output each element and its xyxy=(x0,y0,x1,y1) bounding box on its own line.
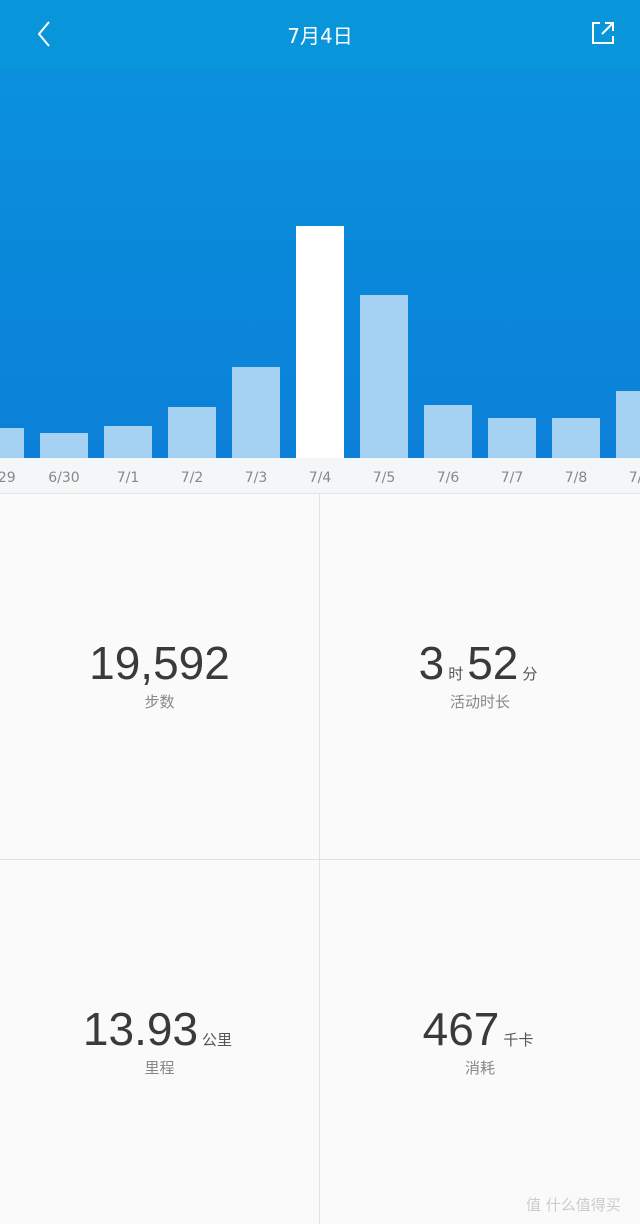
bar-7/8[interactable] xyxy=(552,417,600,458)
x-tick-label[interactable]: 7/3 xyxy=(244,470,268,486)
hours-value: 3 xyxy=(418,637,445,689)
hours-unit: 时 xyxy=(448,666,464,683)
distance-unit: 公里 xyxy=(202,1032,233,1049)
page-title: 7月4日 xyxy=(287,24,353,48)
x-tick-label[interactable]: 7/7 xyxy=(500,470,524,486)
x-tick-label[interactable]: 7/9 xyxy=(628,470,640,486)
bar-7/2[interactable] xyxy=(168,406,216,458)
distance-value: 13.93 xyxy=(82,1003,199,1055)
x-tick-label[interactable]: 6/30 xyxy=(48,470,80,486)
bar-6/29[interactable] xyxy=(0,428,24,458)
x-tick-label[interactable]: 7/8 xyxy=(564,470,588,486)
steps-label: 步数 xyxy=(144,693,175,711)
bar-7/5[interactable] xyxy=(360,295,408,458)
minutes-value: 52 xyxy=(467,637,519,689)
distance-card: 13.93 公里 里程 xyxy=(0,860,320,1224)
calories-label: 消耗 xyxy=(464,1059,495,1077)
bar-7/1[interactable] xyxy=(104,426,152,458)
chevron-left-icon[interactable] xyxy=(30,18,60,50)
x-axis: 6/29 6/30 7/1 7/2 7/3 7/4 7/5 7/6 7/7 7/8 7/9 xyxy=(0,458,640,494)
x-tick-label[interactable]: 7/5 xyxy=(372,470,396,486)
bar-7/9[interactable] xyxy=(616,390,640,458)
x-tick-label[interactable]: 7/4 xyxy=(308,470,332,486)
bar-6/30[interactable] xyxy=(40,433,88,458)
bar-7/3[interactable] xyxy=(232,366,280,458)
x-tick-label[interactable]: 7/2 xyxy=(180,470,204,486)
x-tick-label[interactable]: 6/29 xyxy=(0,470,16,486)
calories-unit: 千卡 xyxy=(503,1032,534,1049)
active-time-card: 3 时52 分 活动时长 xyxy=(320,494,640,860)
calories-card: 467 千卡 消耗 xyxy=(320,860,640,1224)
bar-7/6[interactable] xyxy=(424,404,472,458)
minutes-unit: 分 xyxy=(522,666,538,683)
x-tick-label[interactable]: 7/6 xyxy=(436,470,460,486)
active-time-label: 活动时长 xyxy=(449,693,510,711)
bar-7/4[interactable] xyxy=(296,226,344,458)
bar-7/7[interactable] xyxy=(488,417,536,458)
share-icon[interactable] xyxy=(588,18,618,48)
x-tick-label[interactable]: 7/1 xyxy=(116,470,140,486)
watermark: 值 什么值得买 xyxy=(526,1196,621,1214)
steps-card: 19,592 步数 xyxy=(0,494,320,860)
steps-value: 19,592 xyxy=(89,637,230,689)
nav-bar: 7月4日 xyxy=(0,0,640,70)
steps-bar-chart xyxy=(0,70,640,458)
distance-label: 里程 xyxy=(144,1059,175,1077)
calories-value: 467 xyxy=(422,1003,500,1055)
